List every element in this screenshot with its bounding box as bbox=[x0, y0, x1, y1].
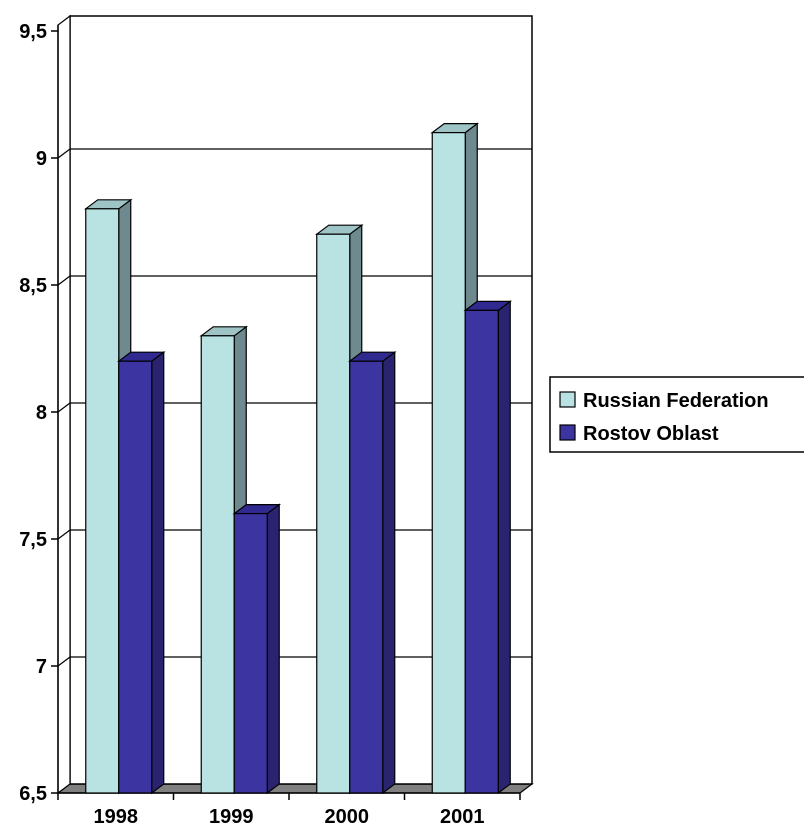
legend-box bbox=[549, 376, 804, 453]
y-tick-label: 9 bbox=[36, 148, 47, 170]
bar-front-face bbox=[316, 233, 351, 794]
bar-front-face bbox=[200, 335, 235, 794]
bar-rostov-oblast-2000 bbox=[347, 351, 397, 795]
x-tick-label: 1998 bbox=[94, 806, 139, 828]
x-tick-label: 2000 bbox=[325, 806, 370, 828]
gridline-side bbox=[57, 148, 71, 159]
y-tick-label: 6,5 bbox=[19, 783, 47, 805]
bar-front-face bbox=[233, 512, 268, 794]
gridline-side bbox=[57, 529, 71, 540]
legend-swatch bbox=[559, 391, 576, 408]
bar-side-face bbox=[382, 351, 396, 795]
bar-rostov-oblast-1999 bbox=[232, 503, 282, 795]
bar-front-face bbox=[349, 360, 384, 794]
y-tick-label: 8,5 bbox=[19, 275, 47, 297]
bar-rostov-oblast-1998 bbox=[116, 351, 166, 795]
y-axis-ticks: 6,5 7 7,5 8 8,5 9 9,5 bbox=[19, 21, 58, 805]
bar-front-face bbox=[85, 208, 120, 794]
bars bbox=[83, 122, 513, 795]
gridline-side bbox=[57, 402, 71, 413]
bar-front-face bbox=[464, 309, 499, 794]
bar-rostov-oblast-2001 bbox=[463, 300, 513, 795]
legend-label: Rostov Oblast bbox=[583, 423, 719, 445]
bar-front-face bbox=[118, 360, 153, 794]
x-tick-label: 1999 bbox=[209, 806, 254, 828]
y-tick-label: 8 bbox=[36, 402, 47, 424]
gridline-side bbox=[57, 656, 71, 667]
y-tick-label: 9,5 bbox=[19, 21, 47, 43]
bar-side-face bbox=[497, 300, 511, 795]
x-tick-label: 2001 bbox=[440, 806, 485, 828]
y-tick-label: 7 bbox=[36, 656, 47, 678]
x-axis-ticks: 1998 1999 2000 2001 bbox=[57, 793, 521, 828]
bar-side-face bbox=[151, 351, 165, 795]
legend: Russian Federation Rostov Oblast bbox=[549, 376, 804, 453]
gridline-side bbox=[57, 275, 71, 286]
bar-side-face bbox=[266, 503, 280, 795]
legend-swatch bbox=[559, 424, 576, 441]
bar-front-face bbox=[431, 132, 466, 794]
y-tick-label: 7,5 bbox=[19, 529, 47, 551]
legend-label: Russian Federation bbox=[583, 390, 769, 412]
